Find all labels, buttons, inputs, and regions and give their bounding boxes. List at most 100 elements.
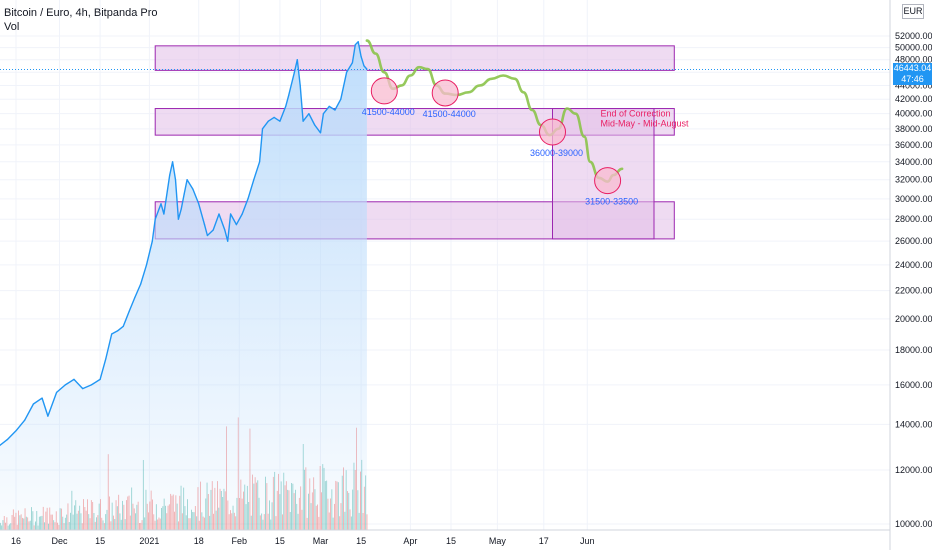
price-tick-label: 42000.00 [895,94,932,104]
price-point [73,378,75,380]
price-point [273,116,275,118]
price-point [154,218,156,220]
price-point [328,105,330,107]
price-point [340,98,342,100]
price-point [259,161,261,163]
annotation-line-2: Mid-May - Mid-August [601,119,690,129]
price-point [64,384,66,386]
target-circle[interactable] [539,118,566,146]
price-point [145,264,148,266]
price-tick-label: 26000.00 [895,236,932,246]
price-point [363,65,365,67]
price-tick-label: 18000.00 [895,345,932,355]
price-point [354,44,356,46]
price-tick-label: 32000.00 [895,175,932,185]
last-price-value: 46443.04 [893,63,932,74]
price-tick-label: 38000.00 [895,124,932,134]
time-tick-label: 15 [275,536,285,546]
price-point [203,224,206,226]
price-point [322,113,324,115]
price-point [134,296,136,298]
price-point [288,95,290,97]
price-point [163,213,165,215]
price-zone[interactable] [154,45,675,71]
chart-legend[interactable]: Bitcoin / Euro, 4h, Bitpanda Pro Vol [4,6,157,34]
time-tick-label: 17 [539,536,549,546]
price-point [169,174,171,176]
price-point [285,105,287,107]
price-point [241,213,243,215]
price-point [90,384,92,386]
last-price-tag: 46443.04 47:46 [893,63,932,86]
price-point [32,403,35,405]
target-circle[interactable] [370,77,398,105]
time-tick-label: 2021 [139,536,159,546]
price-point [105,357,107,359]
price-point [293,71,295,73]
price-point [319,132,322,134]
price-tick-label: 30000.00 [895,194,932,204]
price-point [218,213,220,215]
symbol-title[interactable]: Bitcoin / Euro, 4h, Bitpanda Pro [4,7,158,19]
price-tick-label: 24000.00 [895,260,932,270]
price-point [180,208,182,210]
price-point [122,325,124,327]
price-point [212,229,214,231]
price-point [235,224,237,226]
price-point [224,229,226,231]
volume-indicator-label[interactable]: Vol [4,21,20,33]
price-point [41,397,43,399]
time-tick-label: Mar [313,536,329,546]
time-tick-label: May [489,536,507,546]
price-point [160,203,162,205]
price-point [334,109,336,111]
target-circle[interactable] [594,167,622,195]
price-point [82,388,84,390]
projection-line[interactable] [365,39,624,183]
price-point [192,188,194,190]
price-point [227,240,229,242]
price-tick-label: 20000.00 [895,314,932,324]
price-point [172,161,174,163]
time-tick-label: Apr [403,536,417,546]
price-tick-label: 44000.00 [895,80,932,90]
time-tick-label: 15 [95,536,105,546]
price-point [314,124,316,126]
price-tick-label: 40000.00 [895,109,932,119]
price-point [128,310,130,313]
time-tick-label: Jun [580,536,595,546]
target-range-label: 41500-44000 [362,107,415,117]
currency-badge[interactable]: EUR [902,4,924,19]
target-circle[interactable] [431,79,459,107]
annotation-line-1: End of Correction [601,109,671,119]
price-point [360,56,362,58]
target-range-label: 36000-39000 [530,148,583,158]
price-tick-label: 12000.00 [895,465,932,475]
price-line[interactable] [0,41,368,447]
target-range-label: 41500-44000 [423,109,476,119]
price-point [140,283,142,285]
price-point [186,179,188,181]
time-tick-label: 16 [11,536,21,546]
price-tick-label: 16000.00 [895,380,932,390]
price-point [177,218,179,220]
price-point [183,193,185,195]
price-point [346,71,348,73]
price-axis: 10000.00 12000.00 14000.00 16000.00 18000.00… [889,0,932,550]
price-point [230,213,232,215]
price-point [174,179,177,181]
volume-bar [366,514,368,530]
bar-countdown: 47:46 [901,74,924,85]
price-tick-label: 28000.00 [895,214,932,224]
price-tick-label: 48000.00 [895,55,932,65]
price-point [296,59,298,61]
time-axis: 16 Dec 15 2021 18 Feb 15 Mar 15 Apr 15 May 17 Jun [0,529,890,546]
price-tick-label: 52000.00 [895,31,932,41]
price-point [253,179,255,181]
price-point [302,120,304,122]
price-point [279,120,281,122]
price-tick-label: 14000.00 [895,419,932,429]
target-markers: 41500-44000 41500-44000 36000-39000 31500-3… [362,77,638,207]
